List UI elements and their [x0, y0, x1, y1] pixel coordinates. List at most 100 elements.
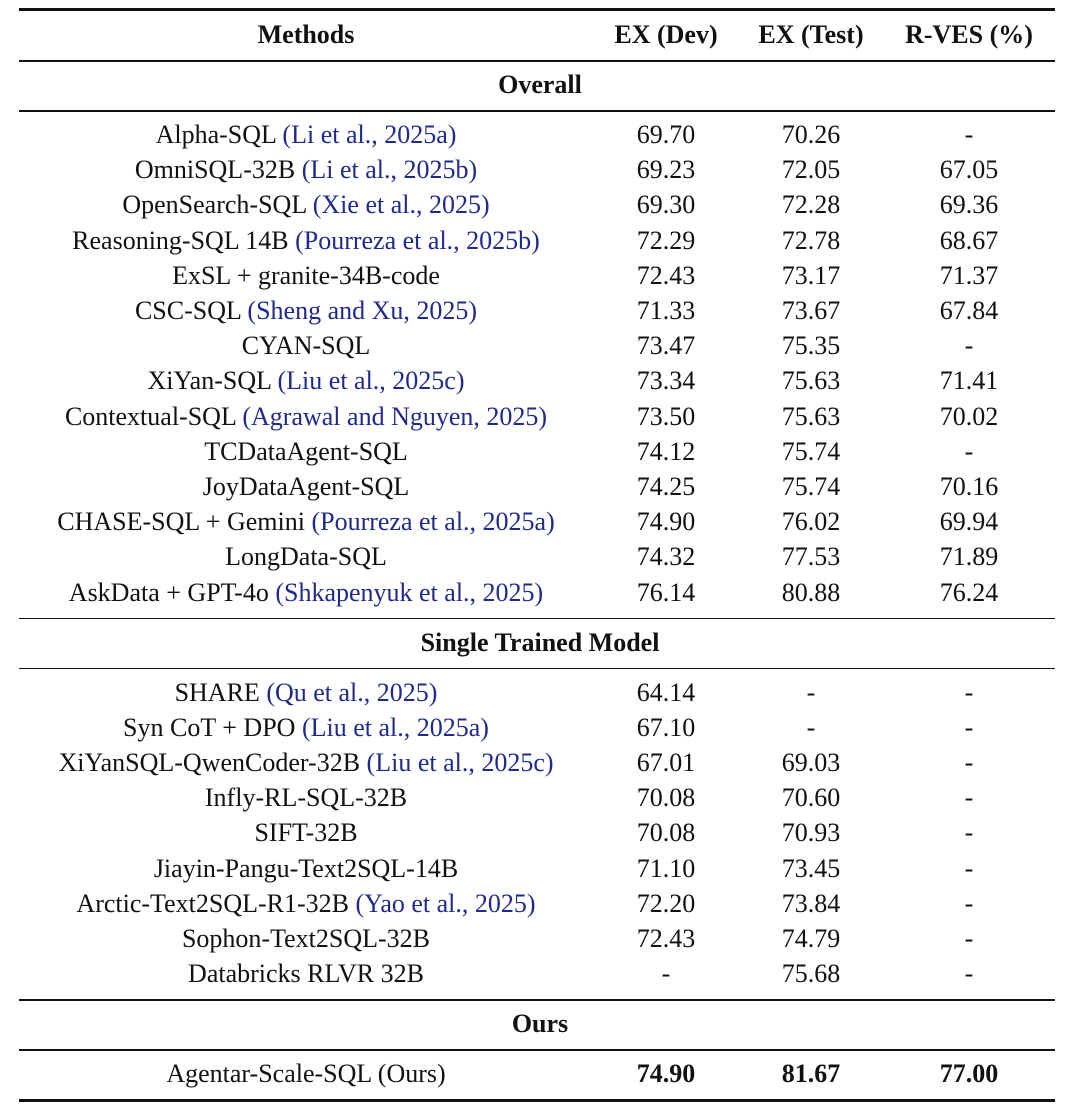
score-cell: -: [964, 924, 974, 953]
column-header: EX (Test): [758, 20, 864, 49]
method-name: CSC-SQL: [134, 296, 241, 325]
score-cell: -: [964, 748, 974, 777]
score-cell: 70.08: [636, 783, 696, 813]
method-cell: Arctic-Text2SQL-R1-32B (Yao et al., 2025…: [76, 889, 535, 919]
method-cell: Alpha-SQL (Li et al., 2025a): [156, 120, 457, 150]
method-cell: JoyDataAgent-SQL: [203, 472, 410, 502]
method-cell: TCDataAgent-SQL: [204, 437, 408, 467]
citation: (Agrawal and Nguyen, 2025): [242, 401, 548, 431]
rule: [19, 1099, 1055, 1102]
score-cell: 76.02: [781, 507, 841, 537]
score-cell: 73.67: [781, 296, 841, 325]
score-cell: 73.34: [636, 366, 696, 396]
score-cell: -: [964, 436, 974, 466]
method-cell: Databricks RLVR 32B: [188, 959, 424, 989]
score-cell: 70.16: [939, 472, 999, 501]
score-cell: 71.37: [939, 260, 999, 290]
score-cell: 75.63: [781, 366, 841, 396]
method-name: Reasoning-SQL 14B: [72, 225, 289, 255]
method-name: TCDataAgent-SQL: [204, 436, 408, 466]
method-cell: LongData-SQL: [225, 542, 387, 572]
method-name: SHARE: [174, 677, 260, 707]
score-cell: 76.24: [939, 577, 999, 607]
score-cell: -: [806, 677, 816, 707]
method-name: SIFT-32B: [254, 818, 358, 848]
score-cell: 74.12: [636, 436, 696, 466]
score-cell: 68.67: [939, 225, 999, 255]
score-cell: 69.36: [939, 190, 999, 220]
score-cell: 72.43: [636, 260, 696, 290]
score-cell: 69.70: [636, 120, 696, 149]
score-cell: 74.90: [636, 507, 696, 537]
method-name: AskData + GPT-4o: [68, 577, 269, 607]
method-name: XiYan-SQL: [147, 366, 272, 396]
score-cell: 75.74: [781, 472, 841, 501]
score-cell: 74.32: [636, 542, 696, 572]
rule: [19, 999, 1055, 1001]
column-header: R-VES (%): [905, 20, 1033, 49]
method-cell: Syn CoT + DPO (Liu et al., 2025a): [123, 713, 489, 743]
method-name: OmniSQL-32B: [134, 155, 296, 185]
method-cell: Jiayin-Pangu-Text2SQL-14B: [154, 854, 458, 884]
score-cell: 74.79: [781, 924, 841, 953]
citation: (Liu et al., 2025c): [277, 366, 465, 396]
rule: [19, 667, 1055, 670]
score-cell: 69.94: [939, 507, 999, 537]
method-cell: CSC-SQL (Sheng and Xu, 2025): [135, 296, 477, 326]
method-name: Syn CoT + DPO: [123, 712, 296, 742]
method-name: CHASE-SQL + Gemini: [57, 507, 305, 537]
score-cell: 73.45: [781, 853, 841, 883]
score-cell: 71.10: [636, 853, 696, 883]
score-cell: 74.90: [636, 1059, 696, 1089]
score-cell: 72.28: [781, 190, 841, 220]
score-cell: 77.00: [939, 1059, 999, 1089]
method-cell: XiYanSQL-QwenCoder-32B (Liu et al., 2025…: [58, 748, 553, 778]
score-cell: 76.14: [636, 577, 696, 607]
rule: [19, 8, 1055, 11]
score-cell: 75.63: [781, 401, 841, 431]
citation: (Yao et al., 2025): [355, 888, 536, 918]
score-cell: 69.03: [781, 748, 841, 777]
score-cell: 77.53: [781, 542, 841, 572]
method-cell: Reasoning-SQL 14B (Pourreza et al., 2025…: [72, 226, 540, 256]
score-cell: 69.23: [636, 155, 696, 185]
rule: [19, 60, 1055, 62]
score-cell: 70.02: [939, 401, 999, 431]
score-cell: -: [964, 331, 974, 361]
score-cell: 80.88: [781, 577, 841, 607]
score-cell: 69.30: [636, 190, 696, 220]
score-cell: -: [964, 120, 974, 149]
citation: (Li et al., 2025a): [282, 120, 457, 149]
section-title: Single Trained Model: [420, 627, 660, 657]
method-name: Infly-RL-SQL-32B: [204, 783, 408, 813]
score-cell: -: [964, 818, 974, 848]
method-cell: Infly-RL-SQL-32B: [205, 783, 407, 813]
rule: [19, 617, 1055, 620]
method-name: ExSL + granite-34B-code: [172, 260, 440, 290]
method-name: XiYanSQL-QwenCoder-32B: [58, 748, 361, 777]
score-cell: 67.05: [939, 155, 999, 185]
citation: (Shkapenyuk et al., 2025): [275, 577, 544, 607]
score-cell: 72.78: [781, 225, 841, 255]
method-name: Alpha-SQL: [155, 120, 276, 149]
method-cell: Sophon-Text2SQL-32B: [182, 924, 430, 954]
citation: (Sheng and Xu, 2025): [247, 296, 478, 325]
score-cell: -: [661, 959, 671, 989]
score-cell: 71.41: [939, 366, 999, 396]
method-name: OpenSearch-SQL: [122, 190, 307, 220]
score-cell: 64.14: [636, 677, 696, 707]
citation: (Qu et al., 2025): [266, 677, 438, 707]
score-cell: 73.84: [781, 888, 841, 918]
score-cell: 73.47: [636, 331, 696, 361]
score-cell: 72.05: [781, 155, 841, 185]
method-cell: XiYan-SQL (Liu et al., 2025c): [147, 366, 464, 396]
method-cell: CYAN-SQL: [242, 331, 371, 361]
score-cell: 75.74: [781, 436, 841, 466]
method-cell: OpenSearch-SQL (Xie et al., 2025): [122, 190, 489, 220]
method-cell: AskData + GPT-4o (Shkapenyuk et al., 202…: [69, 578, 543, 608]
method-name: Sophon-Text2SQL-32B: [181, 924, 431, 953]
citation: (Pourreza et al., 2025a): [311, 507, 555, 537]
score-cell: 70.08: [636, 818, 696, 848]
score-cell: 81.67: [781, 1059, 841, 1089]
method-name: Contextual-SQL: [64, 401, 236, 431]
